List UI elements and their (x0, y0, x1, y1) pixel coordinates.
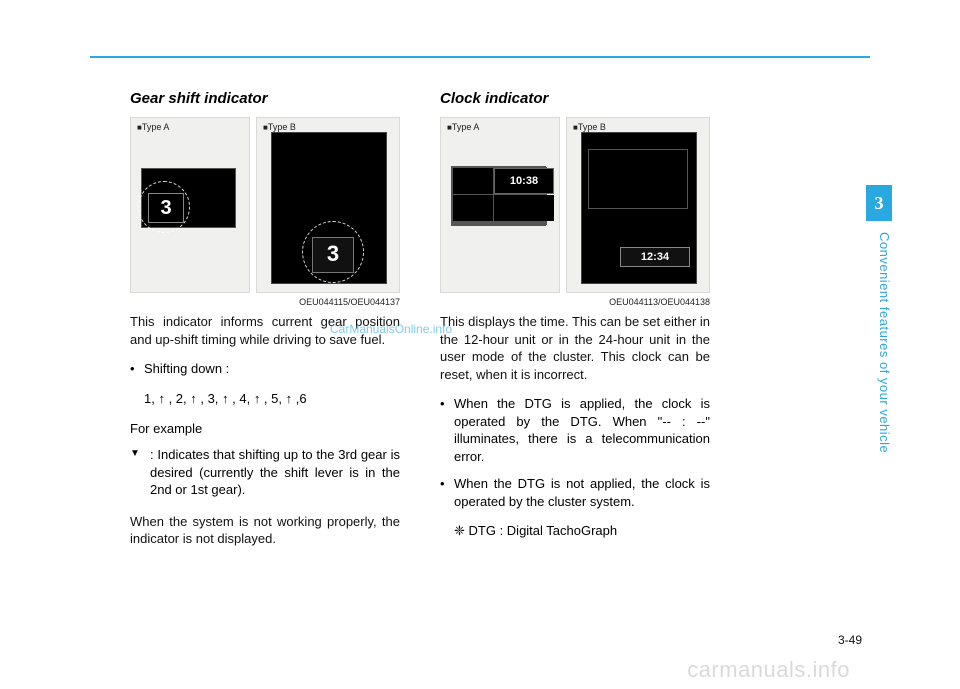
clock-a-grid: 10:38 (452, 167, 547, 225)
gear-figure-row: ■Type A 3 ■Type B 3 (130, 117, 400, 293)
gear-outro-text: When the system is not working properly,… (130, 513, 400, 548)
chapter-side-label: Convenient features of your vehicle (872, 228, 892, 453)
content-columns: Gear shift indicator ■Type A 3 ■Type B 3… (130, 90, 710, 560)
gear-display-a: 3 (141, 168, 236, 228)
clock-figure-code: OEU044113/OEU044138 (440, 297, 710, 307)
footer-watermark: carmanuals.info (687, 657, 850, 683)
gear-figure-type-b: ■Type B 3 (256, 117, 400, 293)
clock-section-title: Clock indicator (440, 90, 710, 107)
clock-display-a: 10:38 (451, 166, 546, 226)
clock-figure-row: ■Type A 10:38 ■Type B 12:34 (440, 117, 710, 293)
clock-time-a: 10:38 (494, 168, 554, 194)
column-clock: Clock indicator ■Type A 10:38 ■Type B 12… (440, 90, 710, 560)
chapter-tab: 3 (866, 185, 892, 221)
type-a-text: Type A (142, 122, 170, 132)
type-b-label: ■Type B (263, 122, 296, 132)
clock-figure-type-b: ■Type B 12:34 (566, 117, 710, 293)
example-item: : Indicates that shifting up to the 3rd … (130, 446, 400, 499)
clock-time-b: 12:34 (620, 247, 690, 267)
type-b-text: Type B (578, 122, 606, 132)
shift-down-bullet: Shifting down : (130, 360, 400, 378)
gear-section-title: Gear shift indicator (130, 90, 400, 107)
gear-display-b: 3 (271, 132, 387, 284)
type-a-label: ■Type A (137, 122, 169, 132)
clock-display-b: 12:34 (581, 132, 697, 284)
clock-intro-text: This displays the time. This can be set … (440, 313, 710, 383)
clock-bullet-list: When the DTG is applied, the clock is op… (440, 395, 710, 510)
example-label: For example (130, 421, 400, 436)
type-a-text: Type A (452, 122, 480, 132)
shift-sequence: 1, ↑ , 2, ↑ , 3, ↑ , 4, ↑ , 5, ↑ ,6 (130, 390, 400, 408)
page-number: 3-49 (838, 633, 862, 647)
clock-bullet-no-dtg: When the DTG is not applied, the clock i… (440, 475, 710, 510)
clock-b-upper (588, 149, 688, 209)
gear-intro-text: This indicator informs current gear posi… (130, 313, 400, 348)
gear-bullet-list: Shifting down : (130, 360, 400, 378)
type-b-label: ■Type B (573, 122, 606, 132)
column-gear-shift: Gear shift indicator ■Type A 3 ■Type B 3… (130, 90, 400, 560)
gear-figure-code: OEU044115/OEU044137 (130, 297, 400, 307)
gear-number-a: 3 (148, 193, 184, 223)
top-divider (90, 56, 870, 58)
gear-figure-type-a: ■Type A 3 (130, 117, 250, 293)
type-a-label: ■Type A (447, 122, 479, 132)
clock-figure-type-a: ■Type A 10:38 (440, 117, 560, 293)
type-b-text: Type B (268, 122, 296, 132)
gear-number-b: 3 (312, 237, 354, 273)
clock-bullet-dtg: When the DTG is applied, the clock is op… (440, 395, 710, 465)
dtg-note: DTG : Digital TachoGraph (440, 522, 710, 540)
